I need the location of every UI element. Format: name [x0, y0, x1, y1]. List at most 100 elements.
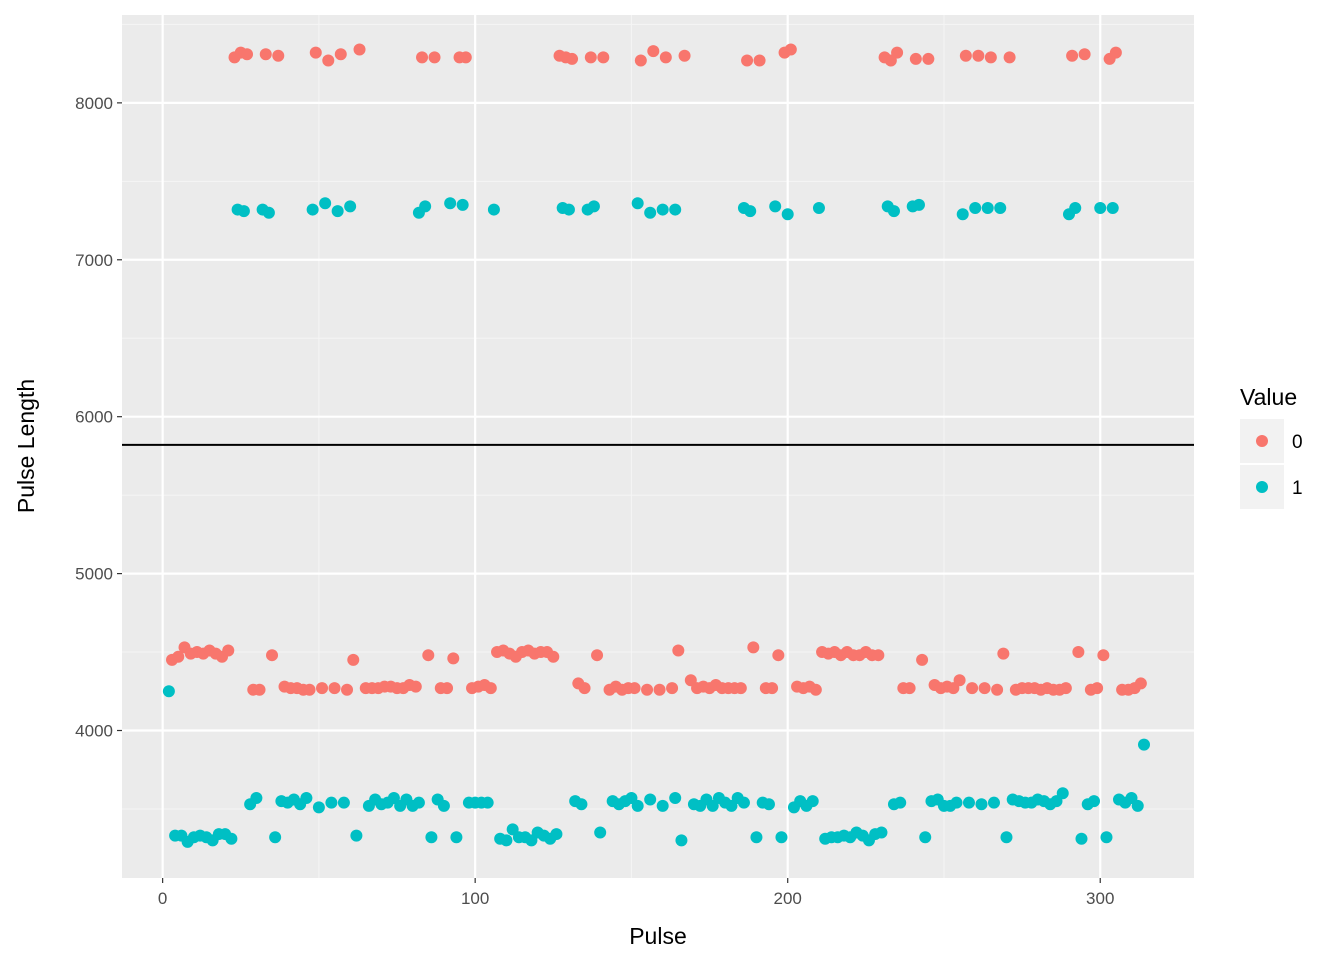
legend-point-0 — [1256, 435, 1268, 447]
data-point-0 — [591, 649, 604, 662]
data-point-1 — [806, 795, 819, 808]
data-point-1 — [769, 200, 782, 213]
data-point-1 — [481, 796, 494, 809]
data-point-0 — [903, 682, 916, 695]
data-point-0 — [459, 51, 472, 64]
data-point-0 — [972, 49, 985, 62]
data-point-1 — [1137, 738, 1150, 751]
data-point-1 — [669, 203, 682, 216]
data-point-1 — [594, 826, 607, 839]
data-point-1 — [781, 208, 794, 221]
data-point-1 — [737, 796, 750, 809]
data-point-1 — [237, 205, 250, 218]
data-point-0 — [959, 49, 972, 62]
y-axis: 4000 5000 6000 7000 8000 — [75, 94, 122, 741]
data-point-0 — [272, 49, 285, 62]
data-point-0 — [428, 51, 441, 64]
data-point-1 — [306, 203, 319, 216]
x-tick-label: 100 — [461, 889, 489, 908]
data-point-1 — [456, 198, 469, 211]
data-point-0 — [222, 644, 235, 657]
data-point-1 — [675, 834, 688, 847]
data-point-1 — [812, 201, 825, 214]
data-point-0 — [628, 682, 641, 695]
data-point-1 — [775, 831, 788, 844]
data-point-0 — [322, 54, 335, 67]
data-point-1 — [225, 832, 238, 845]
data-point-1 — [1131, 799, 1144, 812]
data-point-0 — [316, 682, 329, 695]
data-point-0 — [584, 51, 597, 64]
data-point-1 — [875, 826, 888, 839]
data-point-1 — [1000, 831, 1013, 844]
data-point-0 — [328, 682, 341, 695]
data-point-1 — [587, 200, 600, 213]
data-point-0 — [1097, 649, 1110, 662]
data-point-1 — [894, 796, 907, 809]
data-point-1 — [575, 798, 588, 811]
plot-panel — [122, 15, 1194, 878]
data-point-1 — [450, 831, 463, 844]
data-point-0 — [578, 682, 591, 695]
data-point-0 — [353, 43, 366, 56]
data-point-0 — [809, 683, 822, 696]
x-tick-label: 300 — [1086, 889, 1114, 908]
data-point-0 — [872, 649, 885, 662]
data-point-1 — [437, 799, 450, 812]
data-point-0 — [672, 644, 685, 657]
data-point-1 — [969, 201, 982, 214]
data-point-0 — [422, 649, 435, 662]
y-tick-label: 7000 — [75, 251, 113, 270]
data-point-1 — [550, 828, 563, 841]
data-point-0 — [991, 683, 1004, 696]
data-point-1 — [912, 198, 925, 211]
data-point-0 — [997, 647, 1010, 660]
y-axis-title: Pulse Length — [13, 379, 39, 513]
data-point-1 — [412, 796, 425, 809]
data-point-1 — [425, 831, 438, 844]
data-point-1 — [644, 793, 657, 806]
legend-title: Value — [1240, 384, 1297, 410]
x-axis: 0 100 200 300 — [158, 878, 1114, 908]
data-point-0 — [597, 51, 610, 64]
data-point-1 — [344, 200, 357, 213]
data-point-1 — [656, 203, 669, 216]
data-point-0 — [966, 682, 979, 695]
data-point-0 — [241, 48, 254, 61]
data-point-0 — [484, 682, 497, 695]
data-point-0 — [566, 52, 579, 65]
y-tick-label: 4000 — [75, 722, 113, 741]
data-point-1 — [262, 206, 275, 219]
legend-point-1 — [1256, 481, 1268, 493]
data-point-1 — [312, 801, 325, 814]
data-point-0 — [659, 51, 672, 64]
data-point-0 — [303, 683, 316, 696]
data-point-0 — [253, 683, 266, 696]
data-point-0 — [409, 680, 422, 693]
data-point-1 — [269, 831, 282, 844]
data-point-1 — [562, 203, 575, 216]
y-tick-label: 8000 — [75, 94, 113, 113]
data-point-1 — [1106, 201, 1119, 214]
data-point-0 — [341, 683, 354, 696]
data-point-1 — [500, 834, 513, 847]
data-point-1 — [950, 796, 963, 809]
data-point-1 — [975, 798, 988, 811]
data-point-0 — [772, 649, 785, 662]
data-point-1 — [981, 201, 994, 214]
data-point-0 — [1091, 682, 1104, 695]
data-point-0 — [747, 641, 760, 654]
data-point-0 — [634, 54, 647, 67]
data-point-1 — [631, 197, 644, 210]
data-point-0 — [1109, 46, 1122, 59]
data-point-1 — [325, 796, 338, 809]
data-point-1 — [1069, 201, 1082, 214]
data-point-0 — [909, 52, 922, 65]
data-point-0 — [647, 45, 660, 58]
data-point-1 — [987, 796, 1000, 809]
data-point-0 — [259, 48, 272, 61]
data-point-1 — [250, 791, 263, 804]
data-point-1 — [319, 197, 332, 210]
data-point-0 — [309, 46, 322, 59]
